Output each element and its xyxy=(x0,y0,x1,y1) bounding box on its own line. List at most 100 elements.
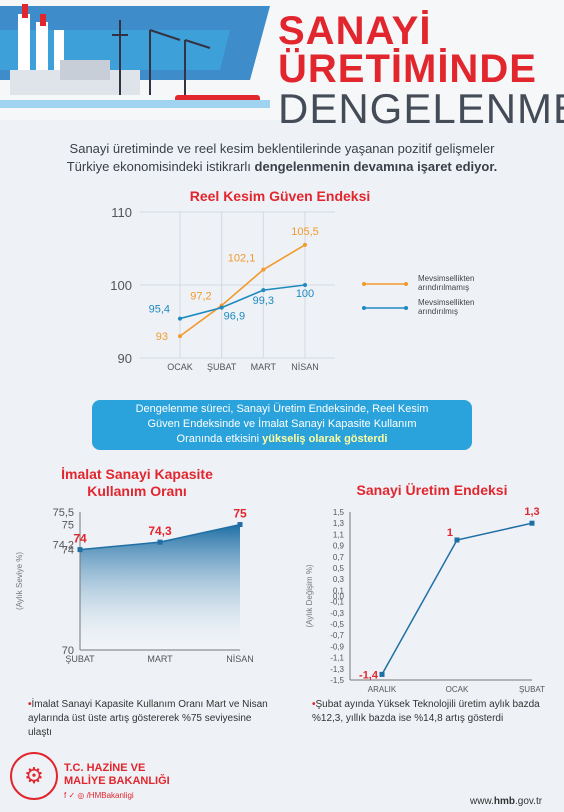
intro-line-1: Sanayi üretiminde ve reel kesim beklenti… xyxy=(69,141,495,156)
legend-marker xyxy=(362,282,366,286)
y-tick-label: 0,5 xyxy=(333,564,345,573)
chart3-sanayi-uretim: -1,5 -1,3 -1,1 -0,9 -0,7 -0,5 -0,3 -0,10,00,1 0,… xyxy=(305,506,545,694)
y-tick-label: 1,5 xyxy=(333,508,345,517)
data-label: 74,3 xyxy=(148,524,172,538)
y-tick-label: 0,9 xyxy=(333,542,345,551)
data-label: 1,3 xyxy=(524,506,539,518)
banner-line-3-start: Oranında etkisini xyxy=(176,433,263,445)
data-point xyxy=(303,283,307,287)
y-tick-label: 75,5 xyxy=(53,507,74,519)
data-point xyxy=(379,671,385,677)
y-tick-label: 90 xyxy=(118,351,132,366)
y-tick-label: -0,3 xyxy=(330,609,344,618)
social-handle[interactable]: f ✓ ◎ /HMBakanligi xyxy=(64,791,134,800)
data-point xyxy=(454,537,460,543)
x-tick-label: ŞUBAT xyxy=(65,654,95,664)
legend-label: arındırılmamış xyxy=(418,283,469,292)
intro-text: Sanayi üretiminde ve reel kesim beklenti… xyxy=(0,140,564,176)
data-point xyxy=(178,316,182,321)
legend-label: arındırılmış xyxy=(418,307,458,316)
intro-line-2: Türkiye ekonomisindeki istikrarlı dengel… xyxy=(0,158,564,176)
y-tick-label: -0,5 xyxy=(330,620,344,629)
intro-line-2-start: Türkiye ekonomisindeki istikrarlı xyxy=(66,159,255,174)
organization-name: T.C. HAZİNE VE MALİYE BAKANLIĞI xyxy=(64,762,170,788)
header: SANAYİ ÜRETİMİNDE DENGELENME xyxy=(0,0,564,130)
intro-line-2-bold: dengelenmenin devamına işaret ediyor. xyxy=(254,159,498,174)
data-label: 93 xyxy=(156,331,168,343)
bullet-icon: • xyxy=(28,699,32,710)
title-line-1: SANAYİ xyxy=(278,9,432,53)
y-tick-label: 1,1 xyxy=(333,530,345,539)
org-line-2: MALİYE BAKANLIĞI xyxy=(64,775,170,787)
x-tick-label: ŞUBAT xyxy=(207,362,237,372)
data-point xyxy=(261,288,266,293)
data-label: 102,1 xyxy=(228,253,256,265)
data-label: 97,2 xyxy=(190,290,211,302)
title-line-2: ÜRETİMİNDE xyxy=(278,47,537,91)
chart1-reel-kesim: 90 100 110 OCAK ŞUBAT MART NİSAN 93 97,2 102,1 105… xyxy=(110,205,474,372)
area-fill xyxy=(80,524,240,650)
y-tick-label: 74 xyxy=(62,545,74,557)
data-point xyxy=(219,305,224,310)
y-axis-label: (Aylık Değişim %) xyxy=(305,564,314,627)
ministry-logo-icon: ⚙ xyxy=(10,752,58,800)
y-tick-label: 0,0 xyxy=(333,592,345,601)
y-tick-label: 0,1 xyxy=(333,586,345,595)
org-line-1: T.C. HAZİNE VE xyxy=(64,762,146,774)
chart1-title: Reel Kesim Güven Endeksi xyxy=(189,188,371,204)
note-sue-text: Şubat ayında Yüksek Teknolojili üretim a… xyxy=(312,699,540,724)
y-tick-label: -1,3 xyxy=(330,665,344,674)
data-point xyxy=(178,334,182,339)
y-tick-label: -1,1 xyxy=(330,654,344,663)
website-link[interactable]: www.hmb.gov.tr xyxy=(470,796,542,807)
note-kko-text: İmalat Sanayi Kapasite Kullanım Oranı Ma… xyxy=(28,699,268,738)
series-line-1 xyxy=(179,244,306,337)
y-tick-label: -0,1 xyxy=(330,598,344,607)
data-label: -1,4 xyxy=(359,669,379,681)
legend-marker xyxy=(404,282,408,286)
y-axis-label: (Aylık Seviye %) xyxy=(15,552,24,610)
series-line xyxy=(381,522,533,675)
data-label: 95,4 xyxy=(149,304,170,316)
y-tick-label: 74,2 xyxy=(53,540,74,552)
banner-line-3: Oranında etkisini yükseliş olarak göster… xyxy=(92,432,472,447)
x-tick-label: MART xyxy=(147,654,173,664)
x-tick-label: ŞUBAT xyxy=(519,685,545,694)
data-point xyxy=(77,547,83,553)
x-tick-label: MART xyxy=(251,362,277,372)
series-line-2 xyxy=(179,284,306,320)
data-label: 100 xyxy=(296,288,314,300)
y-tick-label: 1,3 xyxy=(333,519,345,528)
y-tick-label: 110 xyxy=(111,205,132,220)
data-point xyxy=(303,242,307,247)
x-tick-label: NİSAN xyxy=(226,654,254,664)
data-point xyxy=(237,522,243,528)
data-label: 75 xyxy=(233,507,247,521)
data-point xyxy=(157,539,163,545)
industry-illustration xyxy=(0,0,270,115)
data-label: 74 xyxy=(73,532,87,546)
y-tick-label: -0,9 xyxy=(330,642,344,651)
x-tick-label: OCAK xyxy=(167,362,193,372)
banner-line-2: Güven Endeksinde ve İmalat Sanayi Kapasi… xyxy=(147,418,417,430)
data-point xyxy=(261,267,266,272)
y-tick-label: -0,7 xyxy=(330,631,344,640)
data-label: 1 xyxy=(447,527,453,539)
banner-line-3-bold: yükseliş olarak gösterdi xyxy=(262,433,388,445)
page-title: SANAYİ ÜRETİMİNDE DENGELENME xyxy=(278,9,564,130)
data-label: 105,5 xyxy=(291,226,319,238)
legend-label: Mevsimsellikten xyxy=(418,298,474,307)
y-tick-label: 0,3 xyxy=(333,575,345,584)
x-tick-label: OCAK xyxy=(446,685,469,694)
data-point xyxy=(529,520,535,526)
x-tick-label: ARALIK xyxy=(368,685,397,694)
y-tick-label: -1,5 xyxy=(330,676,344,685)
y-tick-label: 75 xyxy=(62,520,74,532)
note-kko: •İmalat Sanayi Kapasite Kullanım Oranı M… xyxy=(28,698,268,740)
y-tick-label: 70 xyxy=(62,645,74,657)
legend-label: Mevsimsellikten xyxy=(418,274,474,283)
chart3-title: Sanayi Üretim Endeksi xyxy=(356,482,508,498)
web-prefix: www. xyxy=(470,796,494,807)
data-label: 96,9 xyxy=(224,311,245,323)
bullet-icon: • xyxy=(312,699,316,710)
